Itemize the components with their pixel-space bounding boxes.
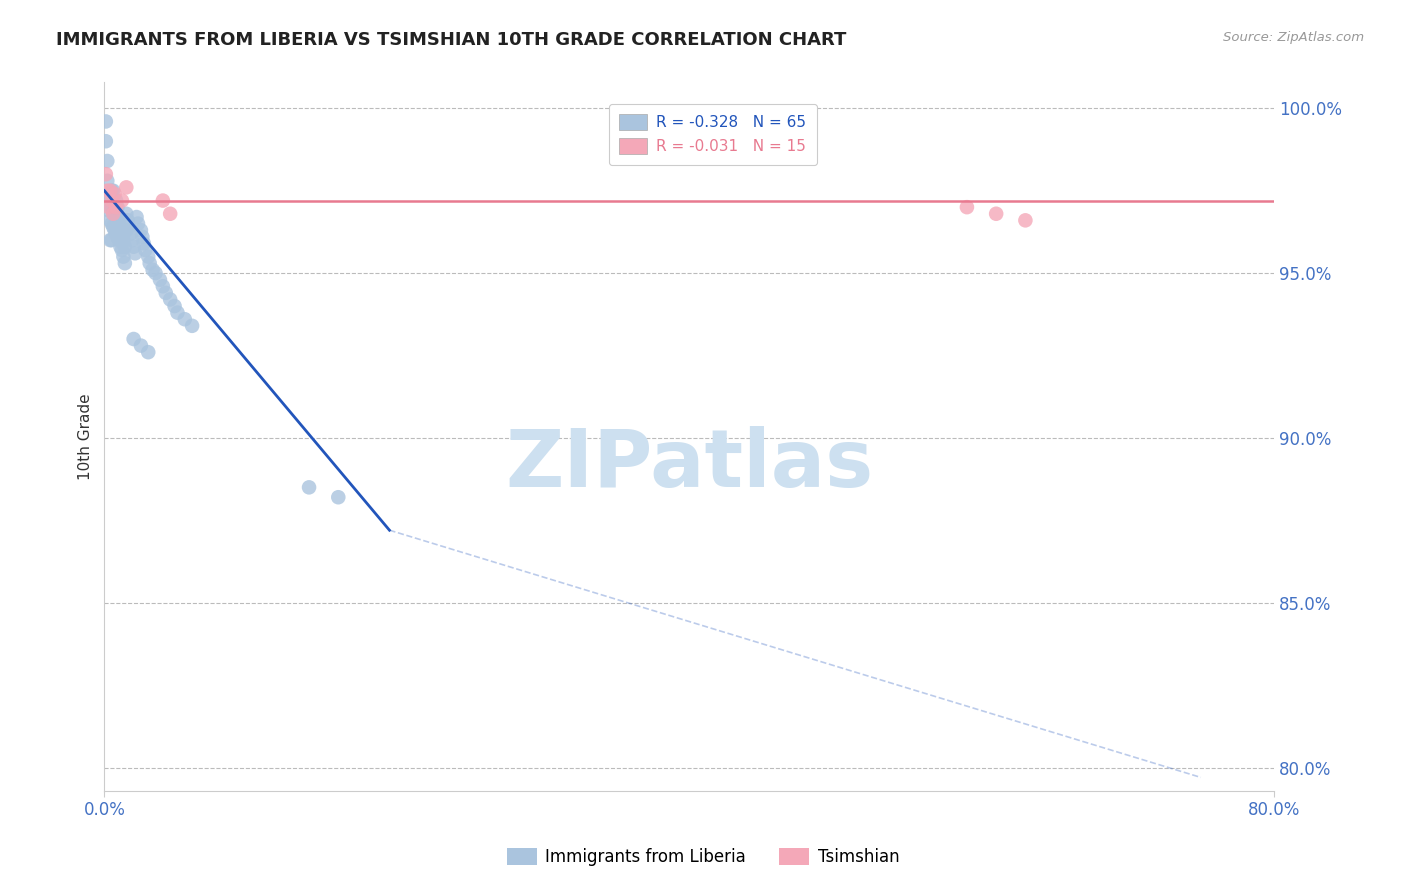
Point xyxy=(155,285,177,300)
Point xyxy=(110,223,132,237)
Point xyxy=(115,207,138,221)
Y-axis label: 10th Grade: 10th Grade xyxy=(79,393,93,480)
Point xyxy=(132,236,155,251)
Point xyxy=(108,217,131,231)
Point xyxy=(97,203,120,218)
Point xyxy=(159,293,181,307)
Point xyxy=(142,262,165,277)
Point xyxy=(97,186,120,201)
Point xyxy=(129,223,152,237)
Text: IMMIGRANTS FROM LIBERIA VS TSIMSHIAN 10TH GRADE CORRELATION CHART: IMMIGRANTS FROM LIBERIA VS TSIMSHIAN 10T… xyxy=(56,31,846,49)
Point xyxy=(111,227,134,241)
Point xyxy=(105,227,128,241)
Point xyxy=(124,246,146,260)
Point xyxy=(94,114,117,128)
Point xyxy=(104,207,127,221)
Point xyxy=(118,219,141,234)
Text: ZIPatlas: ZIPatlas xyxy=(505,425,873,504)
Point xyxy=(96,154,118,169)
Point xyxy=(114,256,136,270)
Point xyxy=(117,213,139,227)
Point xyxy=(112,250,135,264)
Point xyxy=(152,279,174,293)
Point xyxy=(120,227,142,241)
Point xyxy=(96,184,118,198)
Point xyxy=(94,167,117,181)
Legend: R = -0.328   N = 65, R = -0.031   N = 15: R = -0.328 N = 65, R = -0.031 N = 15 xyxy=(609,103,817,165)
Point xyxy=(298,480,321,494)
Point xyxy=(108,233,131,247)
Point xyxy=(328,490,350,504)
Point xyxy=(115,180,138,194)
Point xyxy=(138,256,160,270)
Text: Source: ZipAtlas.com: Source: ZipAtlas.com xyxy=(1223,31,1364,45)
Point xyxy=(159,207,181,221)
Point xyxy=(173,312,195,326)
Point xyxy=(101,219,124,234)
Point xyxy=(98,194,121,208)
Point xyxy=(181,318,204,333)
Point xyxy=(134,243,156,257)
Point xyxy=(1014,213,1036,227)
Point xyxy=(105,210,128,224)
Point xyxy=(112,233,135,247)
Point xyxy=(152,194,174,208)
Point xyxy=(121,233,143,247)
Point xyxy=(114,240,136,254)
Point xyxy=(100,194,122,208)
Point xyxy=(107,213,129,227)
Point xyxy=(956,200,979,214)
Point xyxy=(111,243,134,257)
Point xyxy=(166,305,188,319)
Point xyxy=(107,229,129,244)
Point xyxy=(115,223,138,237)
Point xyxy=(101,184,124,198)
Point xyxy=(131,229,153,244)
Point xyxy=(104,223,127,237)
Point xyxy=(101,200,124,214)
Point xyxy=(100,233,122,247)
Point xyxy=(127,217,149,231)
Legend: Immigrants from Liberia, Tsimshian: Immigrants from Liberia, Tsimshian xyxy=(501,841,905,873)
Point xyxy=(96,174,118,188)
Point xyxy=(100,184,122,198)
Point xyxy=(98,233,121,247)
Point xyxy=(122,240,145,254)
Point xyxy=(110,240,132,254)
Point xyxy=(122,332,145,346)
Point xyxy=(94,134,117,148)
Point xyxy=(104,186,127,201)
Point xyxy=(125,210,148,224)
Point xyxy=(149,273,172,287)
Point xyxy=(163,299,186,313)
Point xyxy=(97,200,120,214)
Point xyxy=(105,194,128,208)
Point xyxy=(129,338,152,352)
Point xyxy=(145,266,167,280)
Point xyxy=(98,184,121,198)
Point xyxy=(111,194,134,208)
Point xyxy=(136,250,159,264)
Point xyxy=(100,200,122,214)
Point xyxy=(101,207,124,221)
Point xyxy=(98,213,121,227)
Point xyxy=(105,200,128,214)
Point xyxy=(986,207,1008,221)
Point xyxy=(100,217,122,231)
Point xyxy=(136,345,159,359)
Point xyxy=(107,200,129,214)
